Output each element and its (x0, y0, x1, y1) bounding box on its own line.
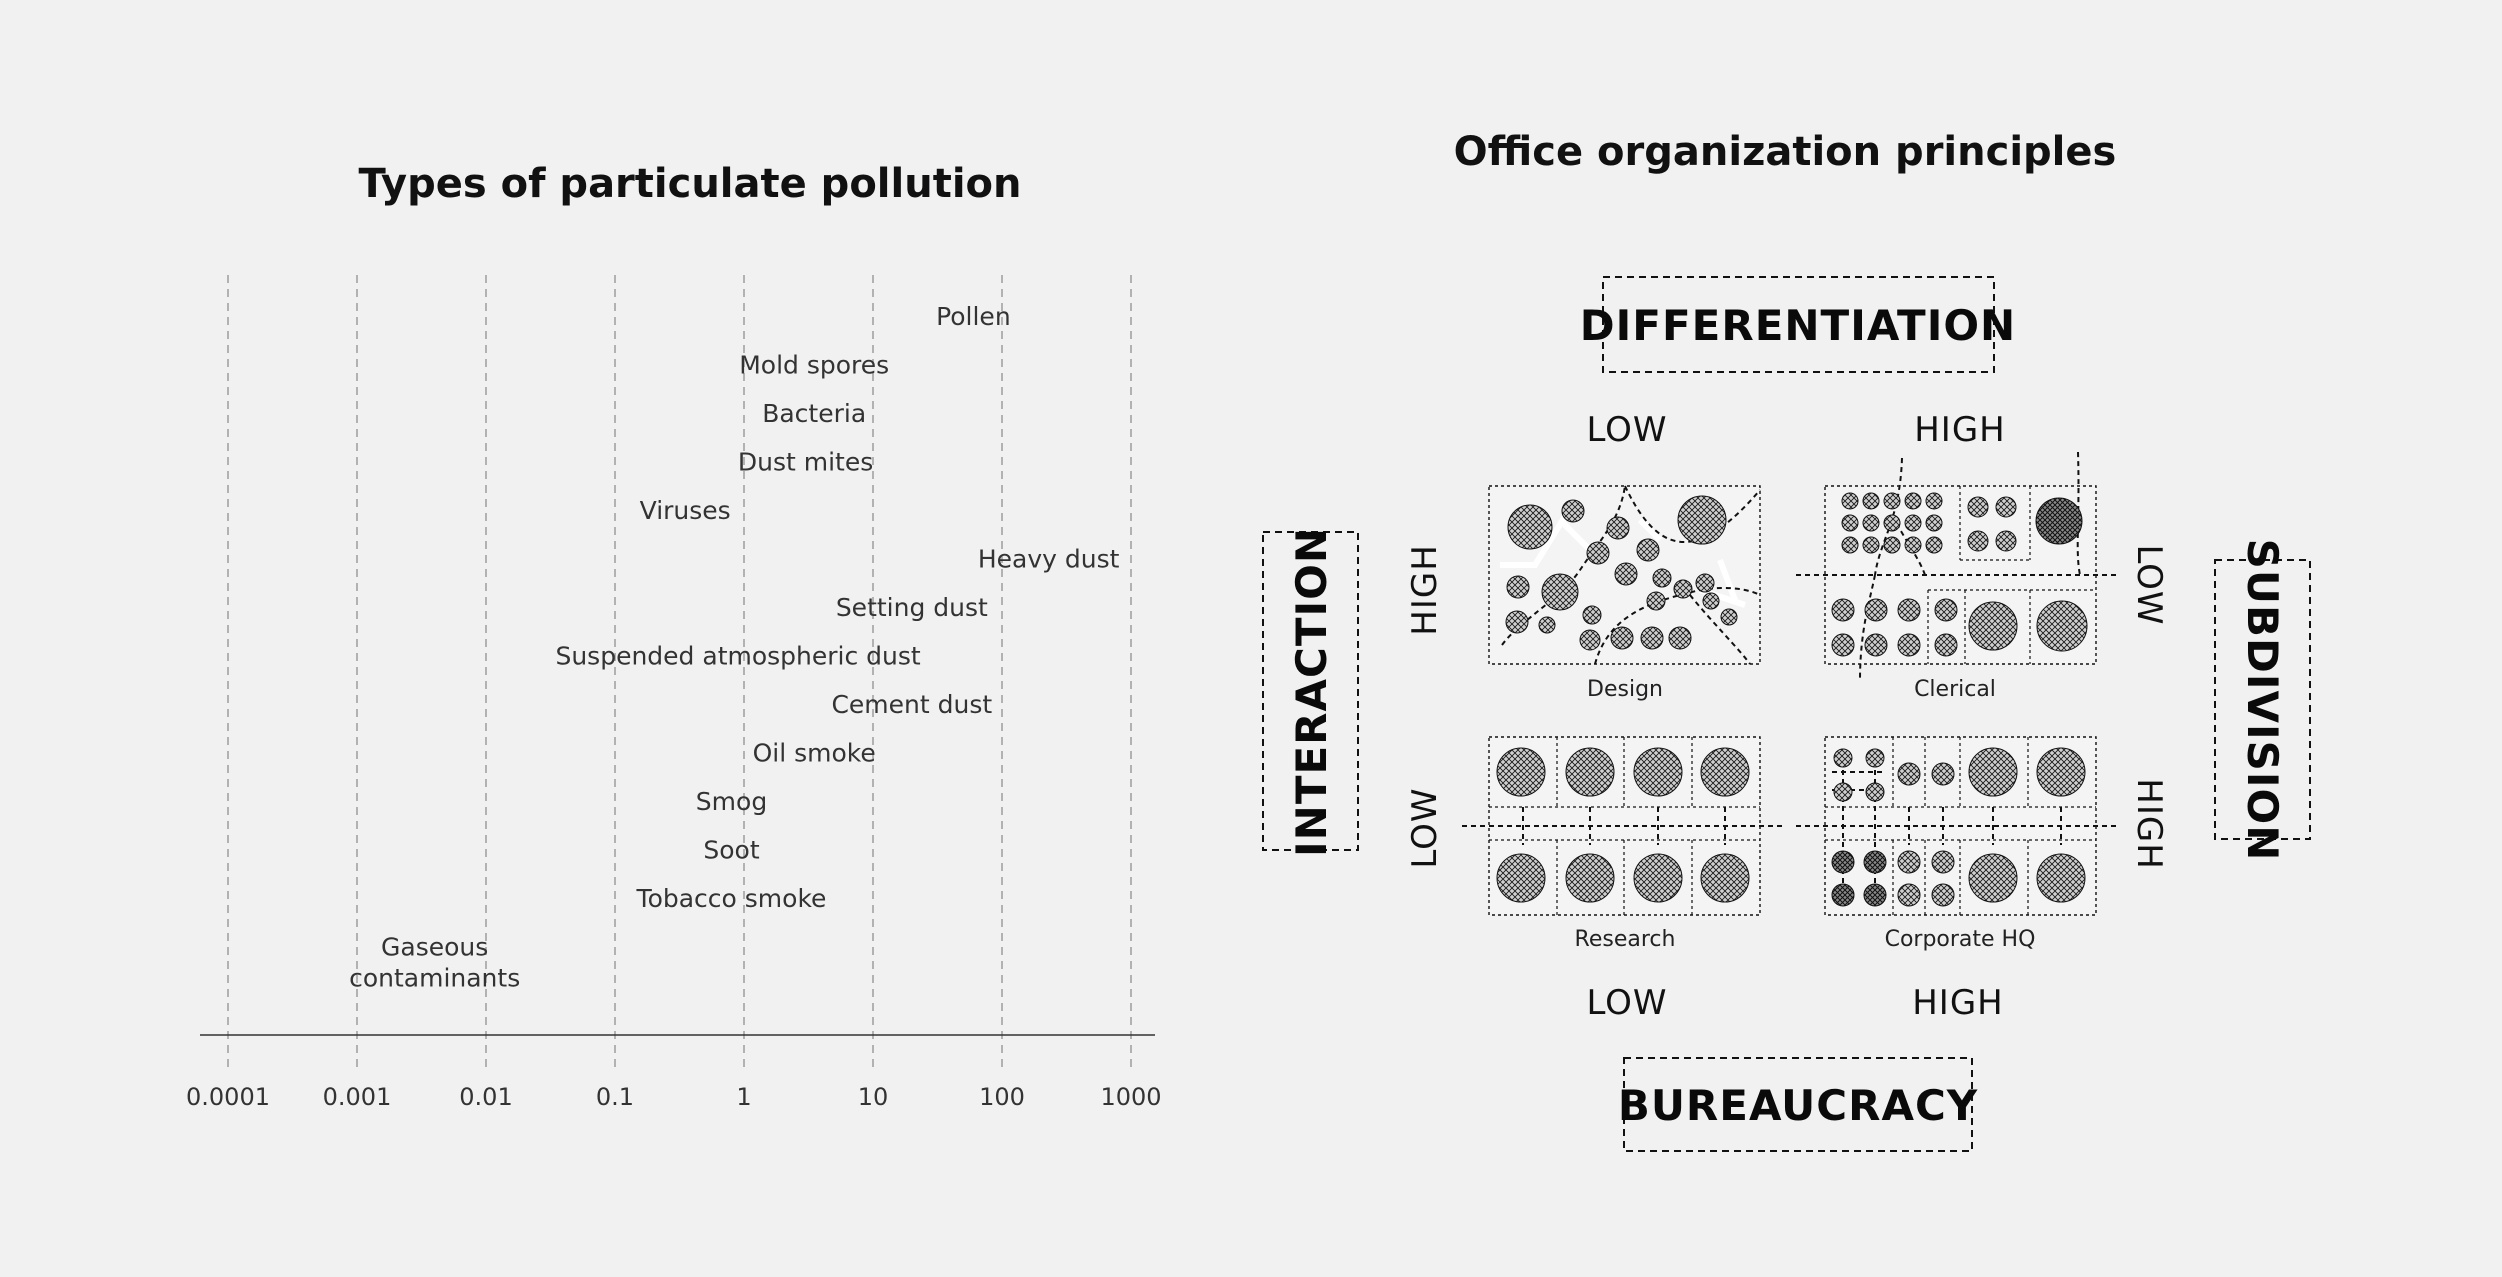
tick-label: 10 (858, 1083, 889, 1111)
interaction-label: INTERACTION (1287, 527, 1336, 857)
pollutant-label: Smog (696, 787, 767, 816)
tick-label: 1 (736, 1083, 751, 1111)
pollutant-label: Bacteria (762, 399, 866, 428)
pollutant-label: Cement dust (831, 690, 992, 719)
tick-labels: 0.0001 0.001 0.01 0.1 1 10 100 1000 (186, 1083, 1162, 1111)
top-high-label: HIGH (1914, 410, 2006, 450)
bottom-high-label: HIGH (1912, 983, 2004, 1023)
differentiation-box (1602, 276, 1995, 373)
bottom-low-label: LOW (1586, 983, 1667, 1023)
design-caption: Design (1587, 677, 1663, 702)
right-low-label: LOW (2129, 544, 2169, 625)
tick-label: 100 (979, 1083, 1025, 1111)
pollutant-label: Viruses (640, 496, 731, 525)
subdivision-box (2214, 559, 2311, 840)
pollutant-label: Heavy dust (978, 545, 1120, 574)
chart-title: Types of particulate pollution (359, 161, 1022, 207)
gridlines (227, 275, 1132, 1067)
interaction-box (1262, 531, 1359, 851)
tick-label: 1000 (1100, 1083, 1161, 1111)
right-high-label: HIGH (2129, 778, 2169, 870)
tick-label: 0.01 (459, 1083, 512, 1111)
pollutant-label: Pollen (936, 302, 1011, 331)
corporate-quadrant: Corporate HQ (1796, 736, 2118, 952)
left-low-label: LOW (1405, 787, 1445, 868)
design-quadrant: Design (1488, 485, 1761, 702)
particulate-chart: Types of particulate pollution 0.0001 0.0… (186, 161, 1162, 1111)
pollutant-label: Dust mites (738, 448, 873, 477)
subdivision-label: SUBDIVISION (2238, 539, 2287, 862)
research-caption: Research (1575, 927, 1676, 952)
pollutant-label: Gaseous contaminants (349, 933, 520, 993)
pollutant-labels: Pollen Mold spores Bacteria Dust mitesVirus… (349, 302, 1120, 993)
top-low-label: LOW (1586, 410, 1667, 450)
diagram-title: Office organization principles (1454, 129, 2117, 175)
pollutant-label: Mold spores (739, 351, 889, 380)
pollutant-label: Tobacco smoke (636, 884, 827, 913)
pollutant-label: Suspended atmospheric dust (555, 642, 920, 671)
differentiation-label: DIFFERENTIATION (1580, 301, 2016, 350)
corporate-caption: Corporate HQ (1885, 927, 2036, 952)
pollutant-label: Oil smoke (753, 739, 876, 768)
research-quadrant: Research (1462, 736, 1785, 952)
tick-label: 0.1 (596, 1083, 634, 1111)
bureaucracy-box (1623, 1057, 1973, 1152)
clerical-quadrant: Clerical (1796, 451, 2118, 702)
pollutant-label: Setting dust (836, 593, 988, 622)
left-high-label: HIGH (1405, 544, 1445, 636)
tick-label: 0.001 (323, 1083, 392, 1111)
clerical-caption: Clerical (1914, 677, 1996, 702)
bureaucracy-label: BUREAUCRACY (1618, 1081, 1978, 1130)
tick-label: 0.0001 (186, 1083, 270, 1111)
pollutant-label: Soot (703, 836, 759, 865)
